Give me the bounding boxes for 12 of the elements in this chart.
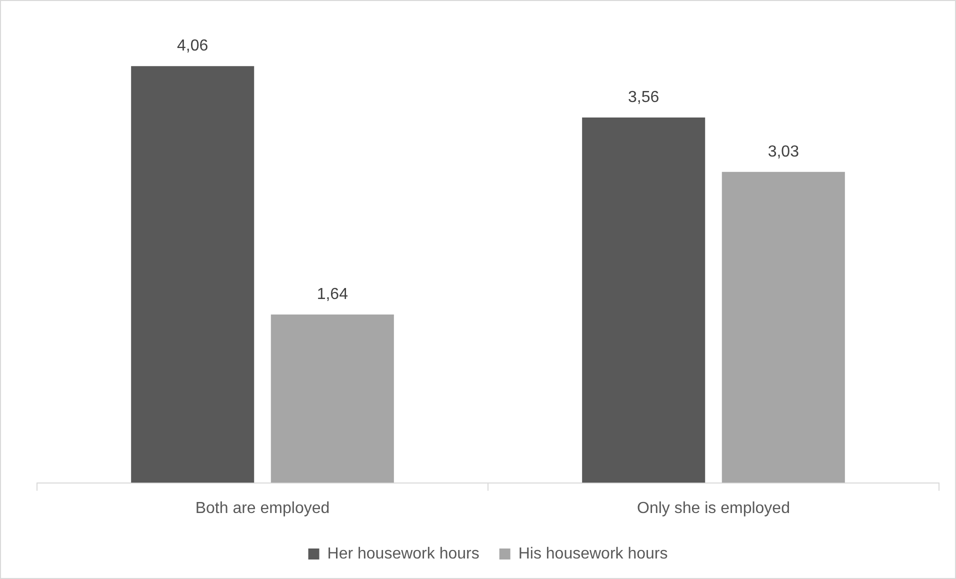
data-label: 3,56 <box>628 88 660 106</box>
x-tick-label: Only she is employed <box>637 500 790 517</box>
bar <box>131 66 254 483</box>
data-label: 3,03 <box>768 143 800 160</box>
legend-label: His housework hours <box>518 545 668 562</box>
x-tick-label: Both are employed <box>195 500 330 517</box>
bar <box>270 314 394 483</box>
data-label: 4,06 <box>177 38 208 55</box>
legend-label: Her housework hours <box>327 545 480 562</box>
data-label: 1,64 <box>316 286 348 303</box>
bar <box>722 172 845 483</box>
bar <box>582 117 706 483</box>
